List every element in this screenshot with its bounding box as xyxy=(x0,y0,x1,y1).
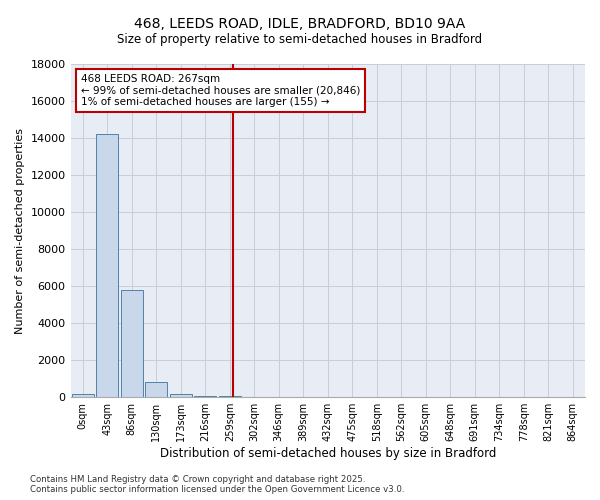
Bar xyxy=(194,396,217,397)
Text: 468, LEEDS ROAD, IDLE, BRADFORD, BD10 9AA: 468, LEEDS ROAD, IDLE, BRADFORD, BD10 9A… xyxy=(134,18,466,32)
Text: Size of property relative to semi-detached houses in Bradford: Size of property relative to semi-detach… xyxy=(118,32,482,46)
Bar xyxy=(72,394,94,397)
Text: 468 LEEDS ROAD: 267sqm
← 99% of semi-detached houses are smaller (20,846)
1% of : 468 LEEDS ROAD: 267sqm ← 99% of semi-det… xyxy=(81,74,360,107)
Bar xyxy=(219,396,241,397)
Bar xyxy=(96,134,118,397)
Bar xyxy=(145,382,167,397)
X-axis label: Distribution of semi-detached houses by size in Bradford: Distribution of semi-detached houses by … xyxy=(160,447,496,460)
Bar xyxy=(121,290,143,397)
Y-axis label: Number of semi-detached properties: Number of semi-detached properties xyxy=(15,128,25,334)
Bar xyxy=(170,394,192,397)
Text: Contains HM Land Registry data © Crown copyright and database right 2025.
Contai: Contains HM Land Registry data © Crown c… xyxy=(30,474,404,494)
